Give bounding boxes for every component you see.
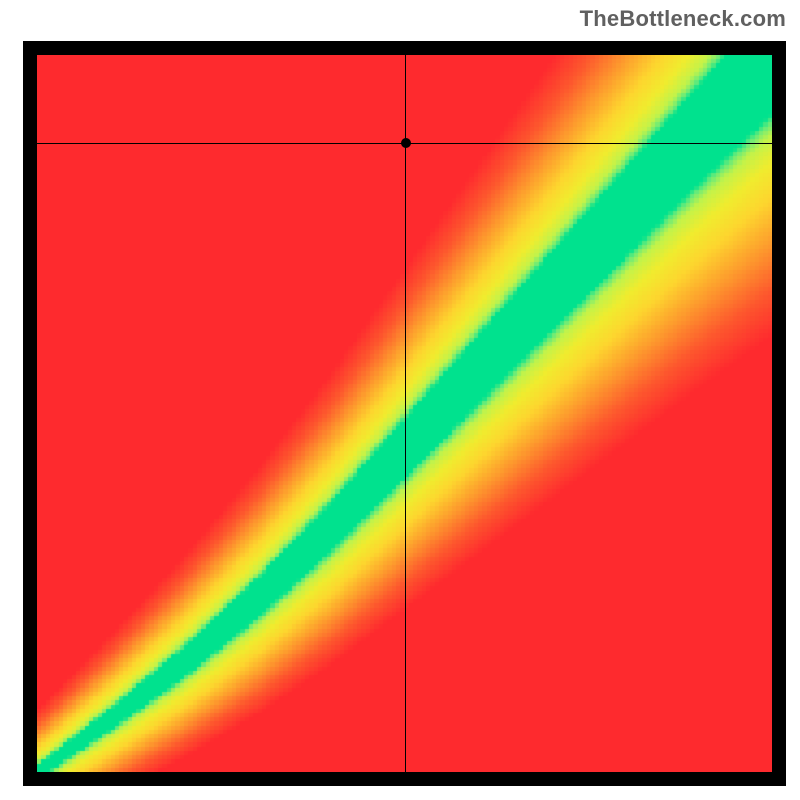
plot-frame bbox=[23, 41, 786, 786]
crosshair-marker bbox=[401, 138, 411, 148]
attribution-label: TheBottleneck.com bbox=[580, 6, 786, 32]
chart-container: TheBottleneck.com bbox=[0, 0, 800, 800]
crosshair-vertical bbox=[405, 55, 406, 772]
